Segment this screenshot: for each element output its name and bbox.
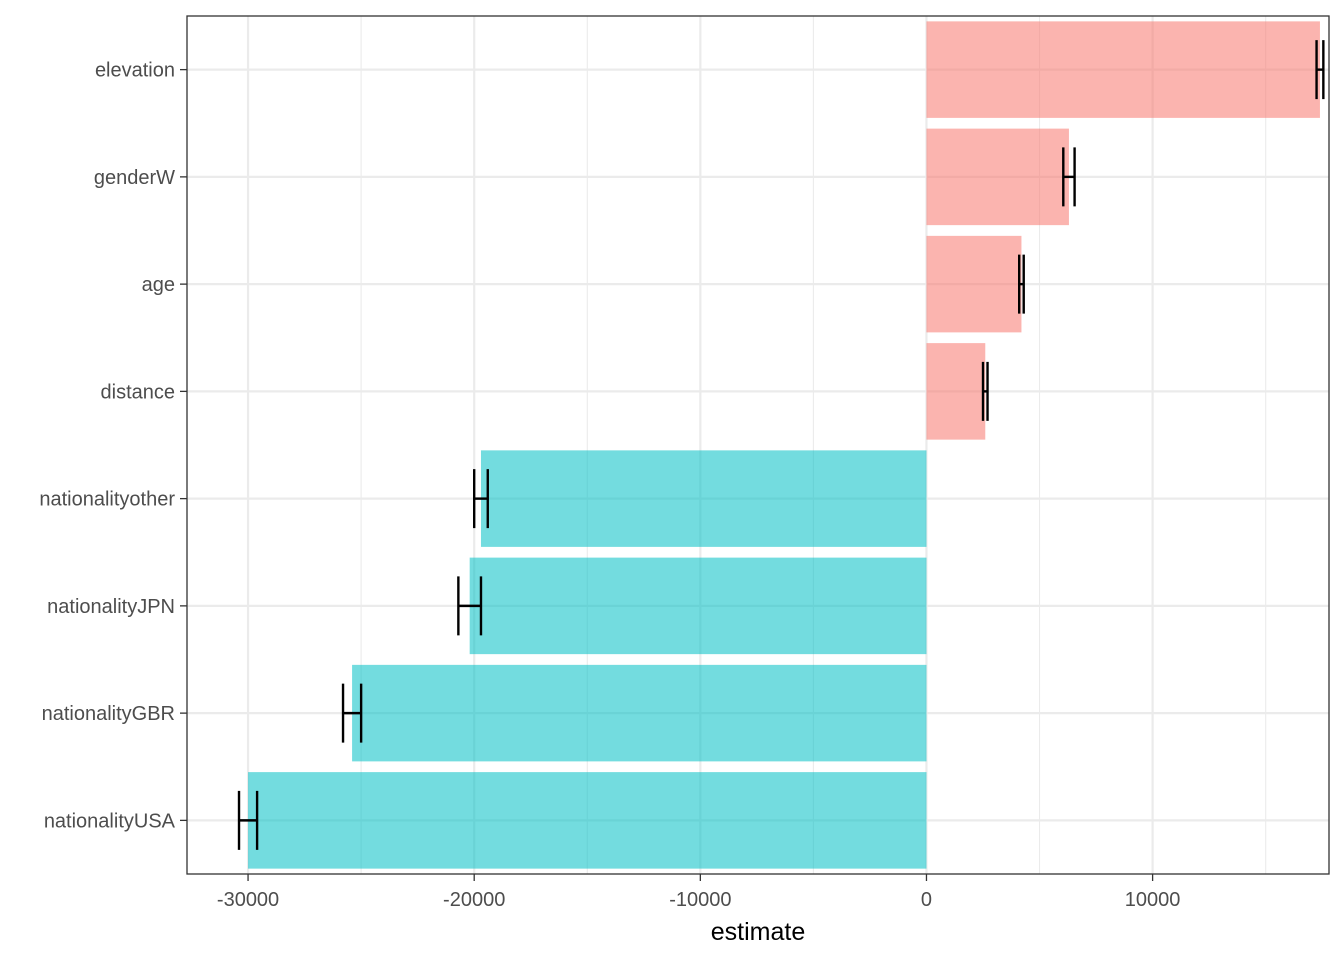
y-tick-label: nationalityJPN xyxy=(47,596,175,618)
y-tick-label: nationalityother xyxy=(39,489,175,511)
x-axis-title: estimate xyxy=(711,918,805,946)
bar-nationalityGBR xyxy=(352,664,927,762)
bar-nationalityUSA xyxy=(248,772,927,869)
y-tick-label: elevation xyxy=(95,60,175,82)
x-tick-label: -20000 xyxy=(443,889,505,911)
bar-genderW xyxy=(926,128,1069,226)
bar-distance xyxy=(926,343,986,440)
errorbars-group xyxy=(237,40,1325,850)
bar-nationalityother xyxy=(480,450,927,547)
y-axis: elevation genderW age distance nationalityot… xyxy=(39,60,187,832)
bars-group xyxy=(248,21,1320,869)
y-tick-label: nationalityUSA xyxy=(44,810,176,832)
x-axis: -30000 -20000 -10000 0 10000 xyxy=(217,874,1181,911)
y-tick-label: age xyxy=(142,274,175,296)
y-tick-label: distance xyxy=(101,381,176,403)
bar-nationalityJPN xyxy=(469,557,927,655)
x-tick-label: 10000 xyxy=(1125,889,1181,911)
x-tick-label: -10000 xyxy=(669,889,731,911)
x-tick-label: -30000 xyxy=(217,889,279,911)
y-tick-label: genderW xyxy=(94,167,175,189)
panel-border xyxy=(186,15,1330,875)
y-tick-label: nationalityGBR xyxy=(42,703,175,725)
bar-elevation xyxy=(926,21,1320,118)
x-tick-label: 0 xyxy=(921,889,932,911)
bar-age xyxy=(926,235,1022,333)
